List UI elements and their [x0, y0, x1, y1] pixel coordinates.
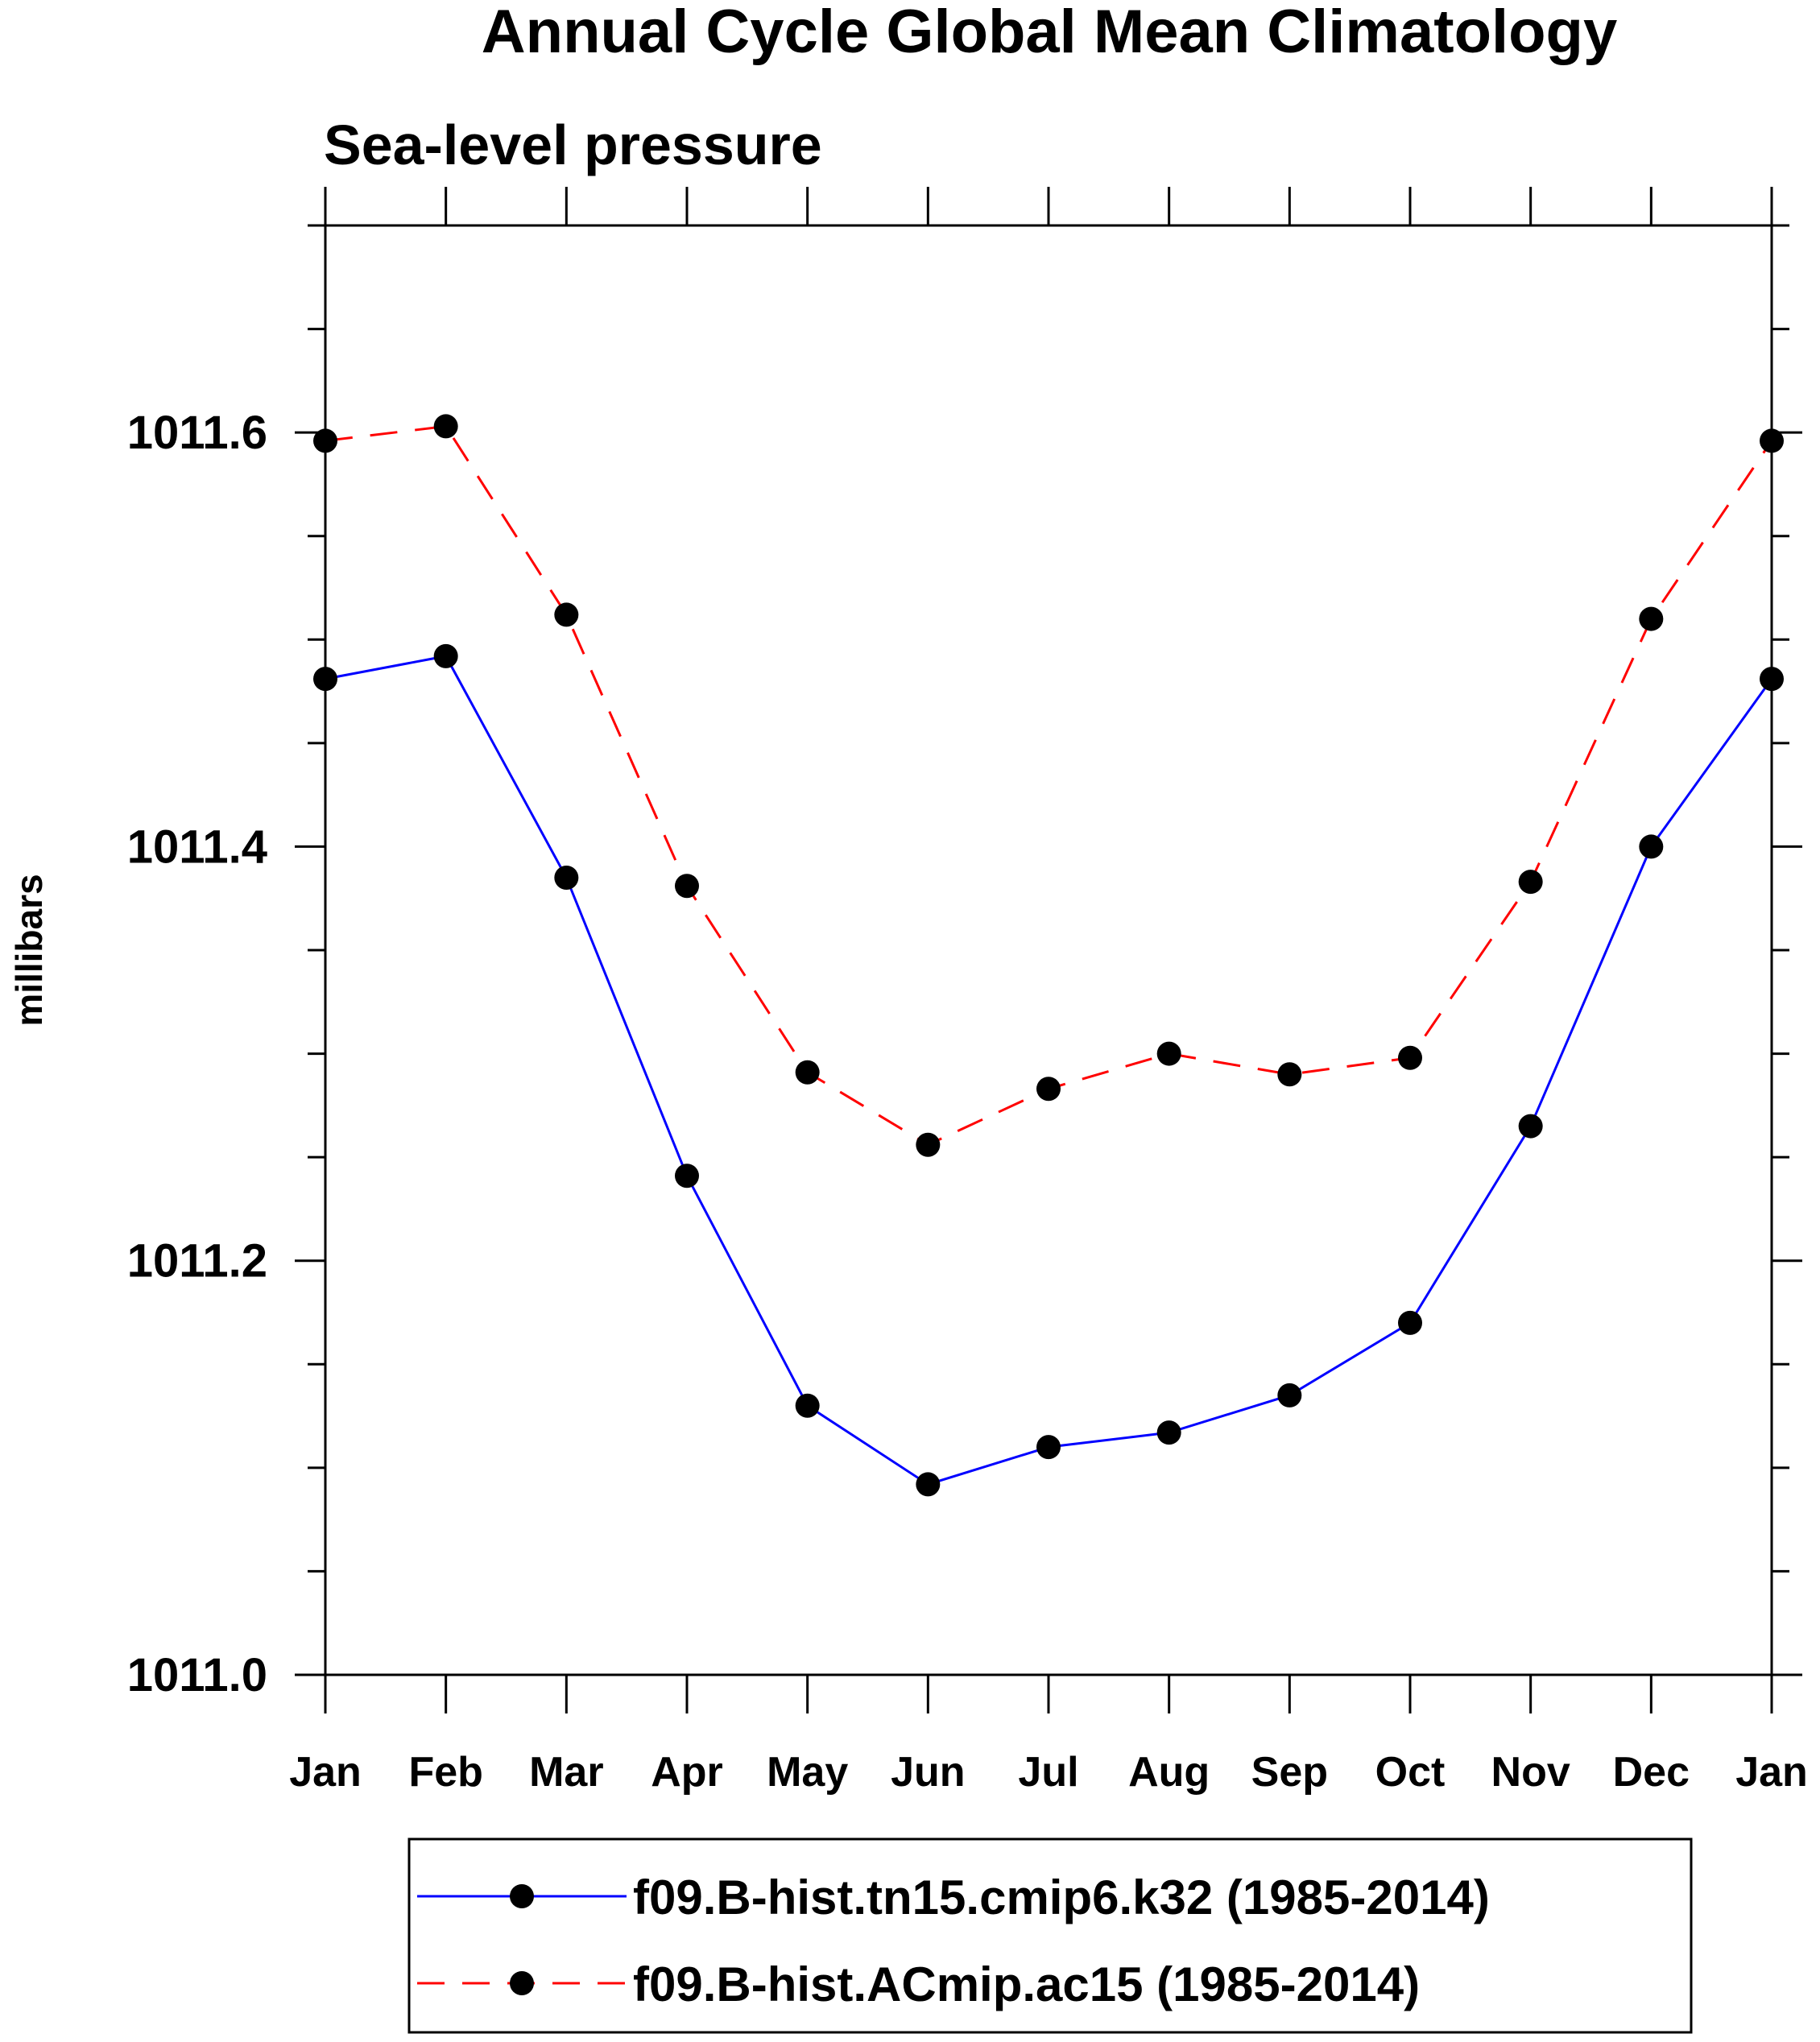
data-point — [1277, 1062, 1302, 1087]
legend-marker-series-0 — [510, 1884, 534, 1908]
data-point — [1156, 1041, 1181, 1066]
x-tick-label: Nov — [1491, 1749, 1570, 1796]
y-tick-label: 1011.0 — [127, 1649, 267, 1701]
legend-label-series-1: f09.B-hist.ACmip.ac15 (1985-2014) — [633, 1957, 1420, 2011]
x-tick-label: Sep — [1251, 1749, 1328, 1796]
data-point — [1036, 1435, 1061, 1460]
x-tick-label: Apr — [651, 1749, 723, 1796]
legend-box — [407, 1837, 1693, 2034]
x-tick-label: Dec — [1613, 1749, 1690, 1796]
data-point — [554, 602, 579, 627]
series-line-1 — [325, 424, 1773, 1147]
chart-title: Annual Cycle Global Mean Climatology — [482, 0, 1617, 66]
x-tick-label: Oct — [1375, 1749, 1446, 1796]
axes: Jan Feb Mar Apr May Jun Jul Aug Sep Oct Nov Dec Jan 1… — [127, 187, 1808, 1796]
x-tick-label: Aug — [1128, 1749, 1210, 1796]
series-line-0 — [325, 655, 1773, 1486]
x-tick-label: Jan — [289, 1749, 362, 1796]
data-point — [1398, 1310, 1422, 1335]
data-point — [916, 1132, 941, 1157]
data-point — [1277, 1383, 1302, 1407]
data-point — [1518, 870, 1543, 895]
data-point — [313, 667, 337, 692]
data-point — [313, 428, 337, 453]
y-tick-label: 1011.2 — [127, 1235, 267, 1288]
x-tick-label: Jan — [1735, 1749, 1808, 1796]
x-tick-label: Jul — [1018, 1749, 1078, 1796]
legend-marker-series-1 — [510, 1971, 534, 1995]
data-point — [1398, 1045, 1422, 1070]
x-tick-label: Jun — [891, 1749, 965, 1796]
x-tick-label: Feb — [408, 1749, 482, 1796]
data-point — [1760, 428, 1784, 453]
data-point — [1036, 1077, 1061, 1102]
data-point — [1518, 1114, 1543, 1139]
data-point — [916, 1472, 941, 1497]
chart-subtitle: Sea-level pressure — [324, 114, 822, 176]
y-tick-label: 1011.4 — [127, 821, 267, 873]
data-point — [1156, 1420, 1181, 1445]
legend-label-series-0: f09.B-hist.tn15.cmip6.k32 (1985-2014) — [633, 1870, 1490, 1924]
series-layer — [313, 414, 1784, 1497]
data-point — [795, 1060, 820, 1085]
data-point — [675, 874, 699, 899]
data-point — [433, 643, 458, 668]
y-axis-label: millibars — [8, 874, 50, 1026]
data-point — [433, 414, 458, 439]
data-point — [1639, 834, 1664, 859]
data-point — [675, 1164, 699, 1188]
x-tick-label: May — [767, 1749, 848, 1796]
y-tick-label: 1011.6 — [127, 407, 267, 459]
data-point — [1639, 606, 1664, 631]
data-point — [795, 1393, 820, 1418]
data-point — [1760, 667, 1784, 692]
legend: f09.B-hist.tn15.cmip6.k32 (1985-2014) f0… — [407, 1837, 1693, 2034]
x-tick-label: Mar — [529, 1749, 603, 1796]
data-point — [554, 866, 579, 890]
